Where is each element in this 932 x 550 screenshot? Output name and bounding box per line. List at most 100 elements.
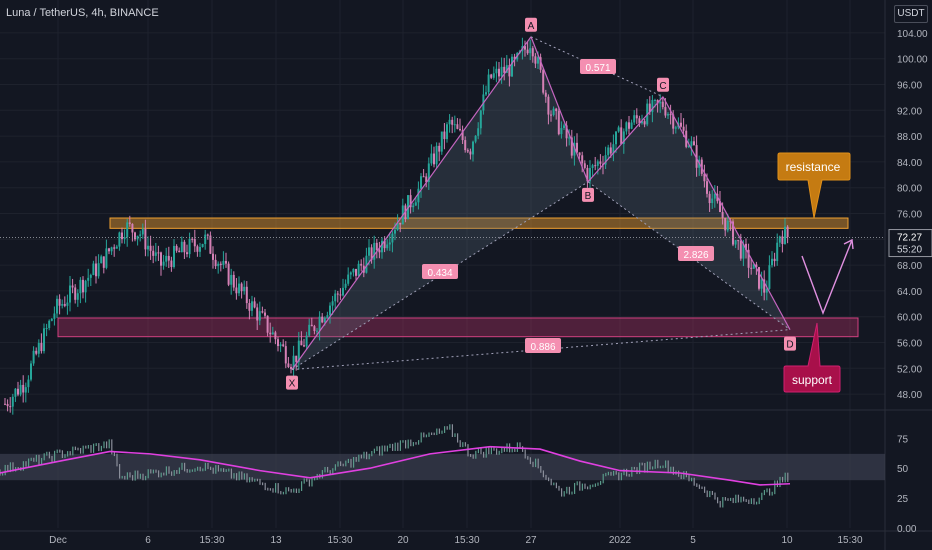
candle-body (19, 384, 22, 395)
candle-body (768, 265, 771, 289)
candle-body (531, 48, 534, 57)
candle-body (227, 263, 230, 285)
candle-body (141, 228, 144, 235)
candle-body (87, 277, 90, 281)
time-tick-label: Dec (49, 535, 67, 546)
price-tick-label: 76.00 (897, 210, 922, 221)
candle-body (232, 274, 235, 288)
candle-body (552, 108, 555, 115)
candle-body (326, 315, 329, 318)
candle-body (607, 147, 610, 156)
candle-body (89, 274, 92, 278)
resistance-zone (109, 217, 849, 229)
rsi-band (0, 453, 885, 481)
candle-body (84, 280, 87, 293)
point-badge (657, 77, 669, 92)
candle-body (758, 267, 760, 289)
time-tick-label: 5 (690, 535, 696, 546)
candle-body (422, 176, 425, 178)
candle-body (440, 131, 443, 152)
candle-body (170, 260, 173, 267)
candle-body (30, 363, 32, 380)
candle-body (778, 236, 781, 243)
candle-body (469, 151, 472, 155)
candle-body (97, 263, 100, 277)
candle-body (160, 252, 162, 266)
ratio-badge (525, 338, 561, 353)
candle-body (557, 111, 560, 135)
candle-body (24, 387, 27, 393)
candle-body (40, 342, 43, 352)
candle-body (505, 65, 508, 73)
candle-body (438, 145, 441, 152)
candle-body (258, 311, 261, 321)
candle-body (71, 285, 74, 288)
price-tick-label: 100.00 (897, 55, 928, 66)
candle-body (451, 119, 454, 125)
candle-body (136, 235, 139, 240)
candle-body (131, 223, 134, 233)
candle-body (128, 222, 131, 224)
candle-body (225, 260, 227, 264)
candle-body (511, 56, 513, 77)
time-tick-label: 15:30 (327, 535, 352, 546)
candle-body (508, 65, 511, 77)
candle-body (443, 131, 446, 140)
candle-body (721, 212, 724, 218)
candle-body (188, 238, 191, 255)
candle-body (193, 239, 196, 247)
time-tick-label: 6 (145, 535, 151, 546)
currency-button[interactable]: USDT (894, 5, 928, 23)
candle-body (180, 241, 183, 253)
price-tick-label: 48.00 (897, 390, 922, 401)
candle-body (69, 285, 71, 303)
candle-body (617, 127, 620, 132)
price-tick-label: 88.00 (897, 132, 922, 143)
candle-body (167, 255, 170, 261)
candle-body (303, 345, 305, 347)
candle-body (261, 311, 264, 313)
pattern-leg (530, 36, 589, 183)
candle-body (383, 240, 386, 249)
candle-body (264, 312, 266, 316)
candle-body (524, 46, 526, 50)
candle-body (355, 268, 357, 276)
candle-body (282, 344, 285, 347)
candle-body (487, 74, 490, 93)
candle-body (500, 66, 503, 77)
candle-body (453, 124, 456, 126)
candle-body (360, 263, 363, 266)
candle-body (331, 301, 334, 306)
candle-body (191, 238, 194, 240)
candle-body (630, 122, 633, 129)
price-tick-label: 56.00 (897, 339, 922, 350)
candle-body (115, 246, 118, 249)
support-label: support (792, 373, 833, 387)
candle-body (537, 57, 539, 64)
candle-body (56, 298, 58, 314)
candle-body (615, 131, 617, 145)
candle-body (490, 74, 493, 78)
candle-body (149, 245, 152, 251)
candle-body (35, 350, 38, 354)
candle-body (711, 198, 714, 204)
candle-body (271, 332, 274, 335)
candle-body (245, 286, 248, 304)
candle-body (50, 318, 53, 321)
candle-body (201, 244, 204, 248)
candle-body (266, 315, 269, 333)
last-price-label: 72.27 (897, 233, 922, 244)
candle-body (542, 69, 545, 93)
candle-body (399, 222, 402, 225)
candle-body (635, 115, 638, 119)
candle-body (732, 221, 734, 245)
candle-body (539, 57, 542, 70)
candle-body (110, 247, 113, 252)
candle-body (396, 222, 399, 230)
rsi-tick-label: 25 (897, 494, 909, 505)
candle-body (370, 247, 373, 260)
candle-body (378, 250, 381, 253)
candle-body (414, 202, 417, 206)
candle-body (212, 253, 214, 260)
